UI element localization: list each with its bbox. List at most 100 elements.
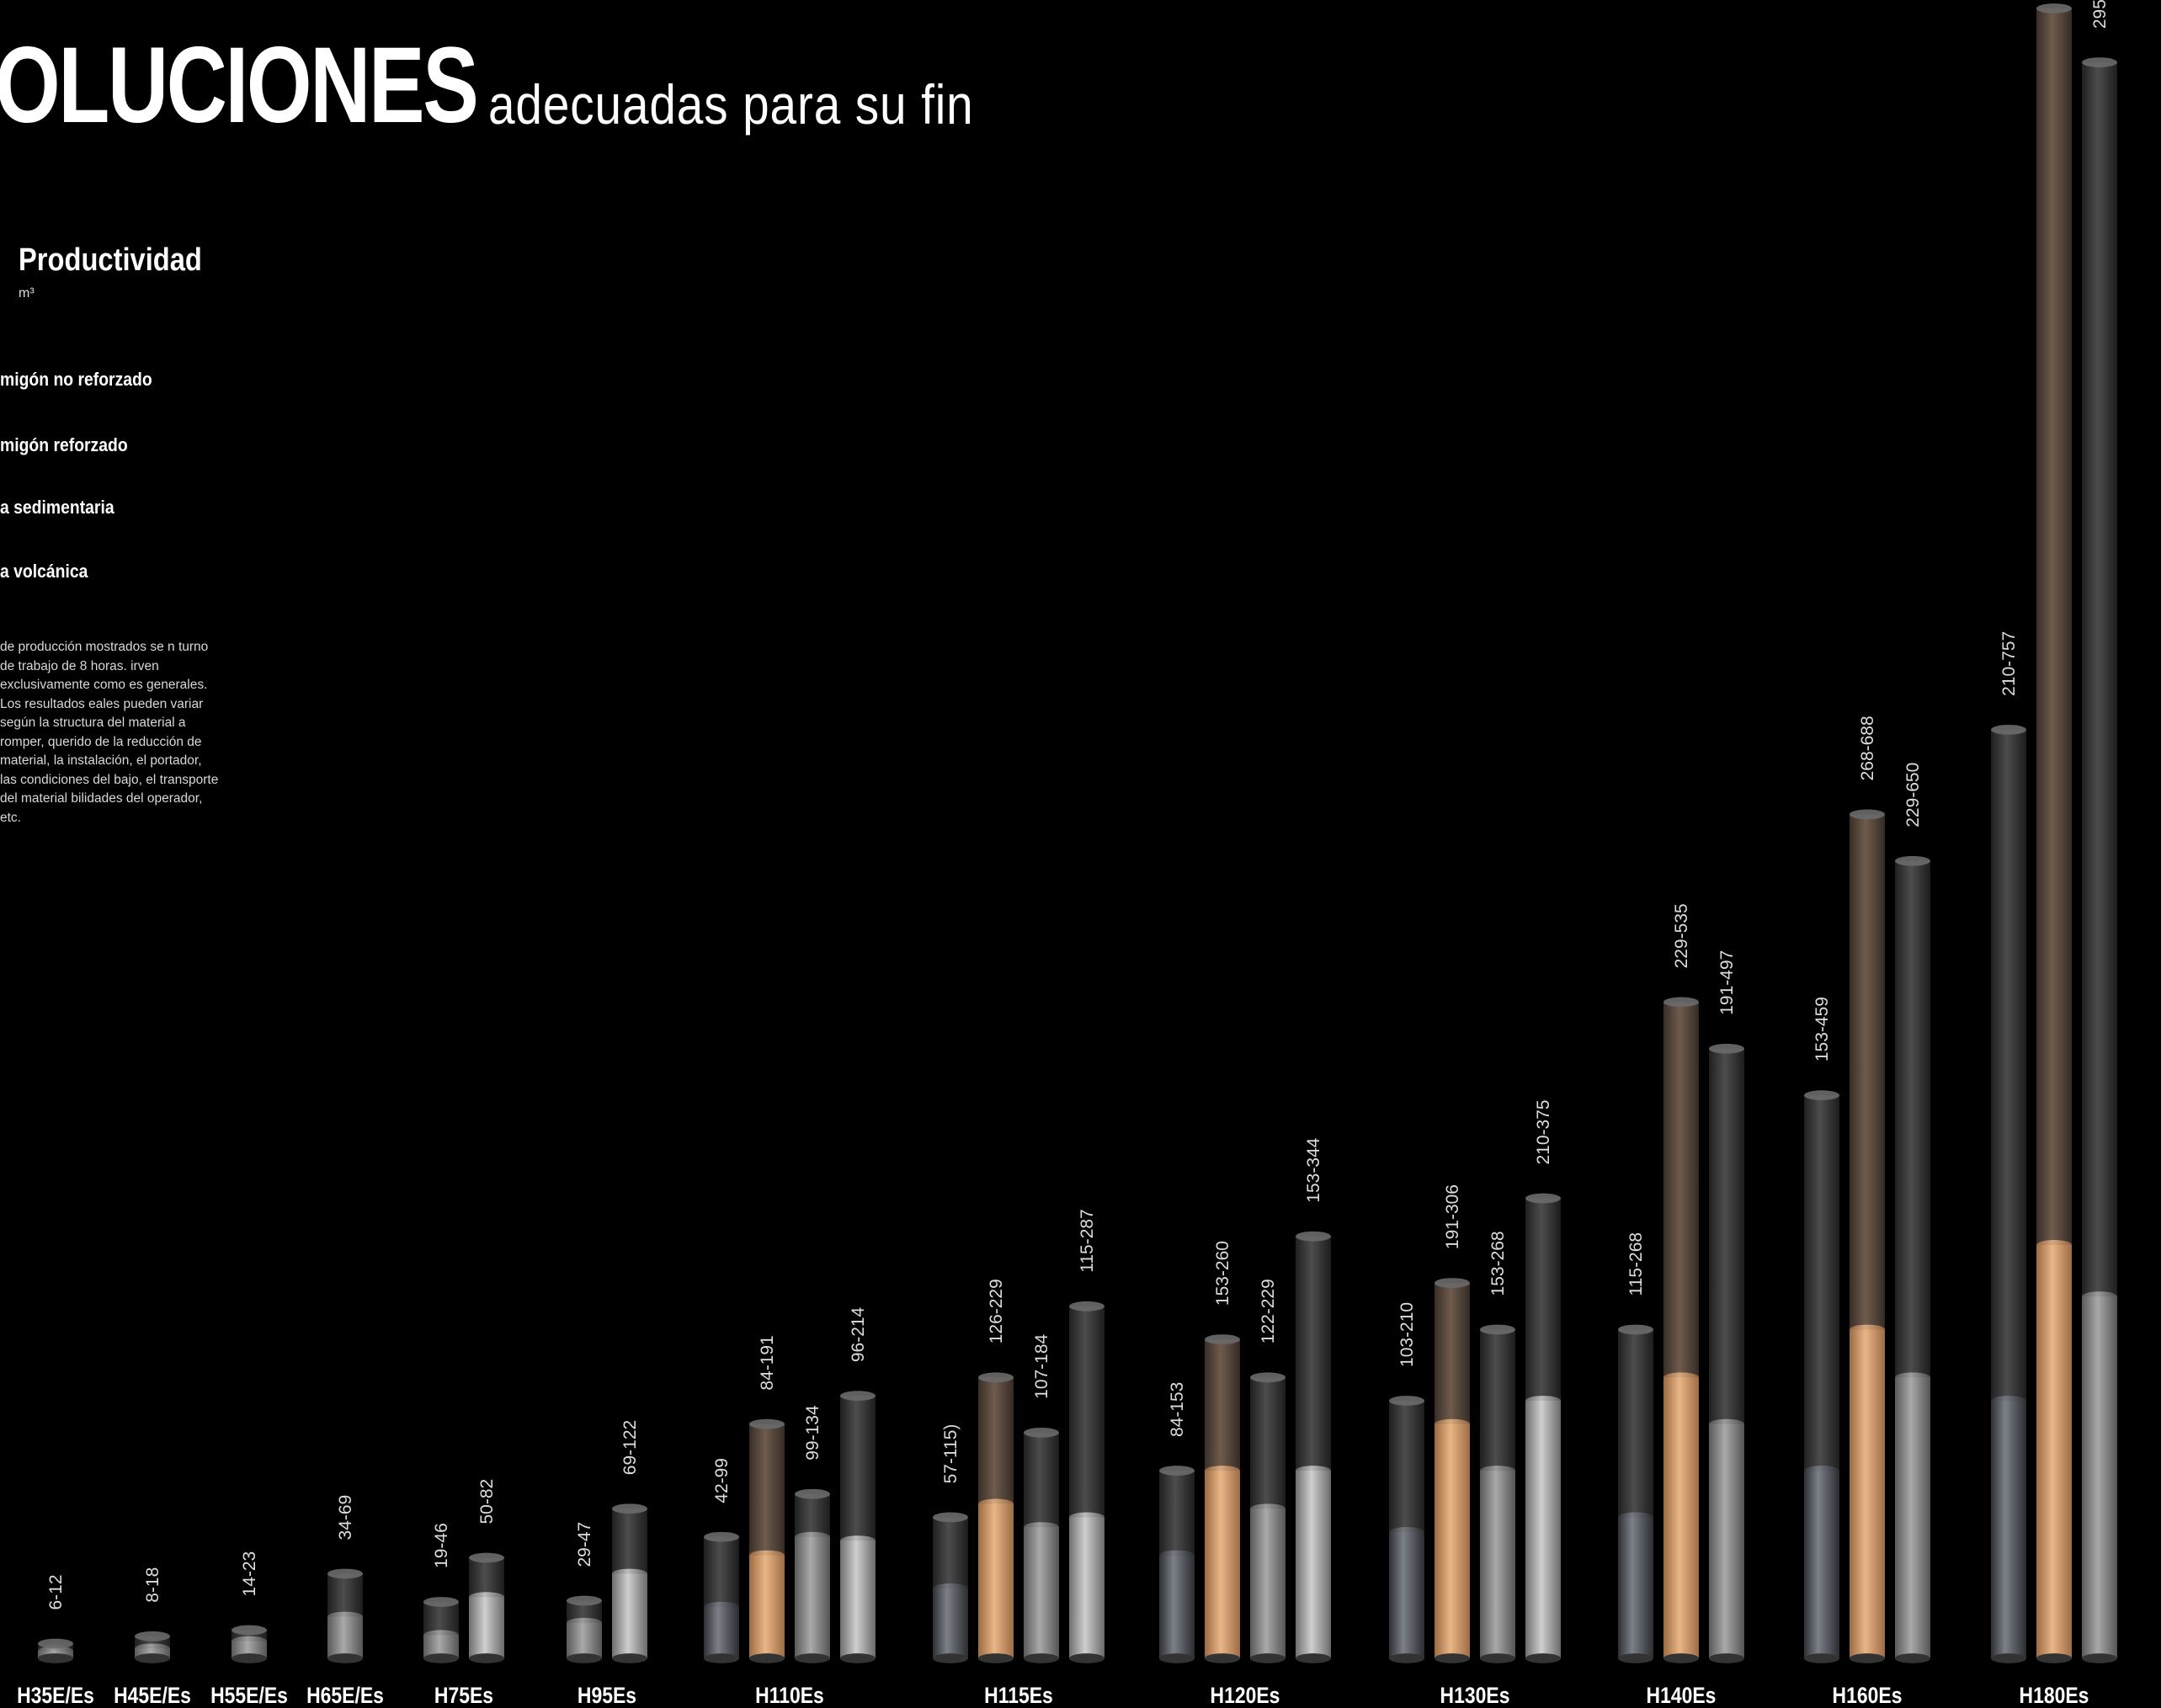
bar-h95es-2-base-cap (612, 1653, 647, 1663)
bar-h115es-3 (1024, 1427, 1059, 1663)
bar-h180es-1-max-segment (1991, 729, 2026, 1401)
bar-h180es-3-min-cap (2082, 1291, 2117, 1301)
bar-h110es-3-max-segment (795, 1493, 830, 1537)
bar-h115es-2-base-cap (978, 1653, 1014, 1663)
bar-h120es-4-min-cap (1296, 1466, 1331, 1476)
bar-h160es-1-min-cap (1804, 1466, 1839, 1476)
range-label-h120es-3: 122-229 (1259, 1279, 1278, 1344)
range-label-h110es-2: 84-191 (758, 1335, 777, 1390)
legend-item-reinforced-concrete: migón reforzado (0, 434, 128, 455)
bar-h95es-2 (612, 1503, 647, 1663)
bar-h160es-2-top-cap (1850, 809, 1885, 820)
bar-h180es-1-min-cap (1991, 1396, 2026, 1406)
bar-h130es-1 (1389, 1396, 1424, 1663)
category-label: H180Es (2020, 1683, 2089, 1708)
bar-h160es-3-top-cap (1895, 855, 1930, 866)
bar-h65e-es-1-min-segment (327, 1616, 363, 1658)
bar-h140es-3-min-segment (1709, 1423, 1744, 1658)
bar-h130es-4-min-cap (1525, 1396, 1561, 1406)
bar-h130es-4-top-cap (1525, 1193, 1561, 1204)
range-label-h110es-1: 42-99 (712, 1458, 732, 1503)
range-label-h65e-es-1: 34-69 (336, 1495, 355, 1540)
bar-h130es-3-base-cap (1480, 1653, 1515, 1663)
bar-h115es-4 (1069, 1301, 1104, 1663)
bar-h140es-3-max-segment (1709, 1048, 1744, 1424)
bar-h160es-2 (1850, 809, 1885, 1663)
bar-h180es-1-base-cap (1991, 1653, 2026, 1663)
bar-h35e-es-1 (38, 1638, 73, 1663)
bar-h110es-3 (795, 1488, 830, 1663)
bar-h95es-1-min-segment (567, 1622, 602, 1658)
bar-h130es-4-min-segment (1525, 1400, 1561, 1658)
bar-h110es-4-max-segment (840, 1396, 876, 1541)
bar-h160es-2-max-segment (1850, 814, 1885, 1330)
bar-h120es-4-max-segment (1296, 1236, 1331, 1471)
bar-h160es-1-base-cap (1804, 1653, 1839, 1663)
range-label-h120es-2: 153-260 (1213, 1241, 1232, 1306)
chart-labels: 6-12 H35E/Es 8-18 H45E/Es 14-23 H55E/Es 34-69 H… (17, 0, 2110, 1708)
bar-h120es-1-top-cap (1159, 1466, 1195, 1476)
range-label-h130es-4: 210-375 (1534, 1099, 1553, 1164)
bar-h110es-1-top-cap (704, 1531, 739, 1542)
bar-h115es-4-base-cap (1069, 1653, 1104, 1663)
bar-h95es-2-top-cap (612, 1503, 647, 1514)
bar-h115es-1-min-segment (933, 1588, 968, 1658)
bar-h95es-2-max-segment (612, 1508, 647, 1574)
bar-h120es-1-max-segment (1159, 1471, 1195, 1556)
bar-h55e-es-1-min-segment (232, 1641, 267, 1658)
bar-h75es-1-base-cap (423, 1653, 459, 1663)
category-label: H65E/Es (306, 1683, 384, 1708)
bar-h55e-es-1-min-cap (232, 1636, 267, 1647)
bar-h110es-4-base-cap (840, 1653, 876, 1663)
bar-h130es-2-max-segment (1434, 1283, 1470, 1424)
bar-h120es-2-base-cap (1205, 1653, 1240, 1663)
bar-h75es-2-base-cap (469, 1653, 504, 1663)
bar-h110es-2-base-cap (749, 1653, 785, 1663)
bar-h55e-es-1-top-cap (232, 1625, 267, 1636)
bar-h115es-3-min-segment (1024, 1527, 1059, 1658)
bar-h95es-1-top-cap (567, 1595, 602, 1606)
bar-h115es-1-base-cap (933, 1653, 968, 1663)
bar-h130es-4 (1525, 1193, 1561, 1663)
range-label-h95es-2: 69-122 (620, 1420, 640, 1475)
bar-h180es-3-min-segment (2082, 1296, 2117, 1658)
bar-h180es-2-min-segment (2036, 1244, 2072, 1658)
bar-h140es-1-max-segment (1618, 1329, 1653, 1518)
bar-h180es-2-max-segment (2036, 8, 2072, 1245)
bar-h45e-es-1-min-cap (135, 1643, 170, 1654)
bar-h95es-2-min-cap (612, 1568, 647, 1579)
bar-h115es-4-max-segment (1069, 1306, 1104, 1518)
bar-h115es-1-max-segment (933, 1517, 968, 1588)
bar-h95es-1-min-cap (567, 1617, 602, 1628)
bar-h45e-es-1-base-cap (135, 1653, 170, 1663)
bar-h115es-4-min-cap (1069, 1512, 1104, 1523)
legend-item-sedimentary-rock: a sedimentaria (0, 497, 114, 518)
bar-h120es-3-min-segment (1250, 1508, 1285, 1658)
bar-h120es-4 (1296, 1231, 1331, 1663)
bar-h140es-3-top-cap (1709, 1043, 1744, 1054)
bar-h120es-2-top-cap (1205, 1334, 1240, 1344)
range-label-h35e-es-1: 6-12 (46, 1574, 66, 1610)
bar-h140es-2-min-cap (1663, 1372, 1699, 1383)
bar-h115es-1-top-cap (933, 1512, 968, 1523)
bar-h180es-1-top-cap (1991, 724, 2026, 735)
bar-h55e-es-1-base-cap (232, 1653, 267, 1663)
bar-h110es-1-base-cap (704, 1653, 739, 1663)
bar-h140es-1-min-segment (1618, 1517, 1653, 1658)
bar-h65e-es-1-max-segment (327, 1573, 363, 1617)
range-label-h115es-2: 126-229 (987, 1279, 1006, 1344)
bar-h110es-2-top-cap (749, 1418, 785, 1429)
bar-h130es-1-min-cap (1389, 1527, 1424, 1537)
category-label: H140Es (1647, 1683, 1717, 1708)
bar-h120es-3-max-segment (1250, 1377, 1285, 1509)
bar-h65e-es-1 (327, 1568, 363, 1663)
bar-h160es-1-max-segment (1804, 1095, 1839, 1471)
bar-h130es-1-top-cap (1389, 1396, 1424, 1406)
bar-h160es-3-base-cap (1895, 1653, 1930, 1663)
bar-h160es-1-top-cap (1804, 1090, 1839, 1101)
bar-h110es-2-min-cap (749, 1550, 785, 1561)
bar-h140es-3-min-cap (1709, 1418, 1744, 1429)
bar-h110es-3-min-cap (795, 1531, 830, 1542)
bar-h120es-2 (1205, 1334, 1240, 1663)
bar-h75es-2-min-cap (469, 1592, 504, 1603)
